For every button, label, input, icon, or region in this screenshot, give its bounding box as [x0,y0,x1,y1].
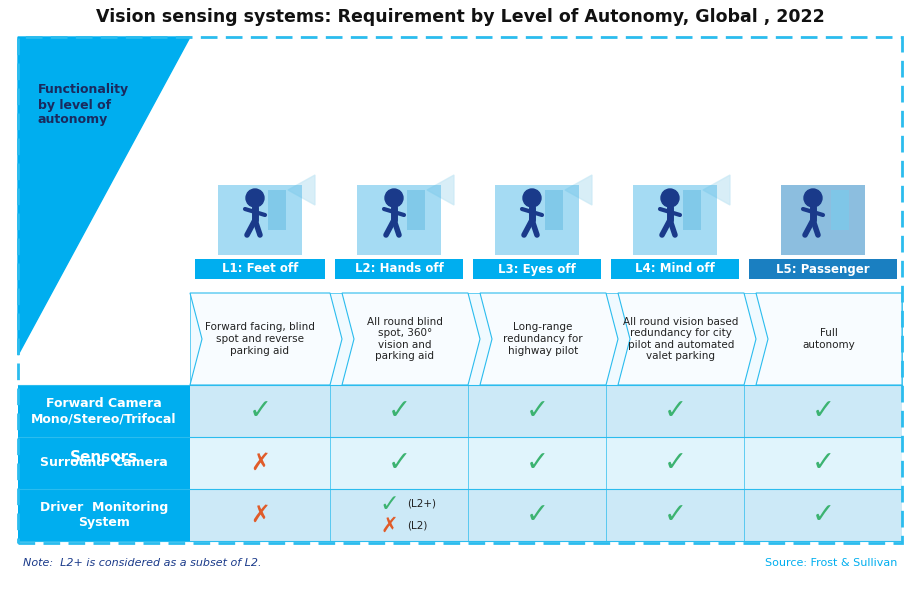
Text: L4: Mind off: L4: Mind off [634,262,714,275]
Polygon shape [288,175,314,205]
Polygon shape [426,175,453,205]
Text: Note:  L2+ is considered as a subset of L2.: Note: L2+ is considered as a subset of L… [23,558,261,568]
Text: ✓: ✓ [663,501,686,529]
Text: ✗: ✗ [380,516,397,536]
Bar [406,190,425,230]
Polygon shape [618,293,755,385]
Text: ✗: ✗ [250,503,269,527]
Text: Forward facing, blind
spot and reverse
parking aid: Forward facing, blind spot and reverse p… [205,322,314,356]
FancyBboxPatch shape [632,185,716,255]
Bar [830,190,848,230]
Text: (L2+): (L2+) [406,499,436,509]
Text: Long-range
redundancy for
highway pilot: Long-range redundancy for highway pilot [503,322,582,356]
Text: ✓: ✓ [811,501,834,529]
Text: ✓: ✓ [525,397,548,425]
Bar [190,385,901,437]
Text: ✓: ✓ [387,449,410,477]
Circle shape [384,189,403,207]
Text: L2: Hands off: L2: Hands off [354,262,443,275]
Text: L3: Eyes off: L3: Eyes off [497,262,575,275]
FancyBboxPatch shape [610,259,738,279]
Polygon shape [480,293,618,385]
Text: ✓: ✓ [525,449,548,477]
Text: ✓: ✓ [811,449,834,477]
Text: All round vision based
redundancy for city
pilot and automated
valet parking: All round vision based redundancy for ci… [623,317,738,361]
Bar [190,37,901,293]
Text: Vision sensing systems: Requirement by Level of Autonomy, Global , 2022: Vision sensing systems: Requirement by L… [96,8,823,26]
Text: Forward Camera
Mono/Stereo/Trifocal: Forward Camera Mono/Stereo/Trifocal [31,397,176,425]
Polygon shape [755,293,901,385]
Polygon shape [190,293,342,385]
Circle shape [803,189,821,207]
Polygon shape [18,37,190,355]
Text: ✓: ✓ [379,492,399,516]
Text: L5: Passenger: L5: Passenger [776,262,868,275]
Text: Source: Frost & Sullivan: Source: Frost & Sullivan [764,558,896,568]
Text: ✗: ✗ [250,451,269,475]
FancyBboxPatch shape [748,259,896,279]
Text: ✓: ✓ [525,501,548,529]
Circle shape [522,189,540,207]
Text: ✓: ✓ [663,449,686,477]
Bar [190,437,901,489]
Bar [190,489,901,541]
Polygon shape [702,175,729,205]
FancyBboxPatch shape [472,259,600,279]
Circle shape [660,189,678,207]
Circle shape [245,189,264,207]
Polygon shape [564,175,591,205]
Text: L1: Feet off: L1: Feet off [221,262,298,275]
Polygon shape [342,293,480,385]
Text: ✓: ✓ [811,397,834,425]
Text: Full
autonomy: Full autonomy [801,328,855,350]
Text: All round blind
spot, 360°
vision and
parking aid: All round blind spot, 360° vision and pa… [367,317,442,361]
Text: Surround  Camera: Surround Camera [40,456,167,469]
Text: (L2): (L2) [406,521,427,531]
Bar [544,190,562,230]
FancyBboxPatch shape [357,185,440,255]
FancyBboxPatch shape [780,185,864,255]
Text: Driver  Monitoring
System: Driver Monitoring System [40,501,168,529]
Text: Functionality
by level of
autonomy: Functionality by level of autonomy [38,83,129,127]
Text: ✓: ✓ [387,397,410,425]
Bar [18,385,190,541]
Bar [190,293,901,385]
Text: ✓: ✓ [248,397,271,425]
Text: ✓: ✓ [663,397,686,425]
Text: Sensors: Sensors [70,450,138,465]
FancyBboxPatch shape [195,259,324,279]
FancyBboxPatch shape [335,259,462,279]
FancyBboxPatch shape [494,185,578,255]
Bar [682,190,700,230]
FancyBboxPatch shape [218,185,301,255]
Bar [267,190,286,230]
